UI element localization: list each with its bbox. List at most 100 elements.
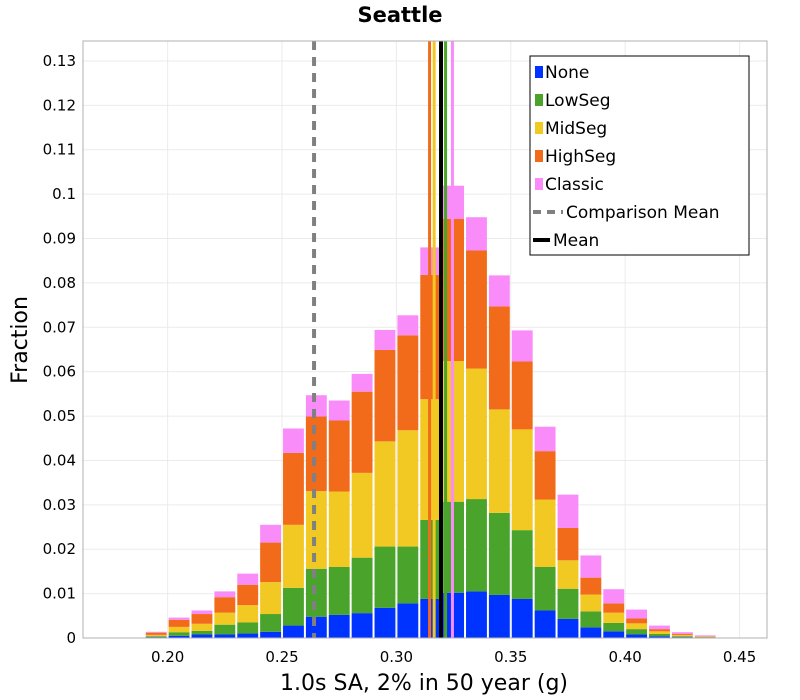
bar-segment-lowseg xyxy=(214,624,236,635)
bar-segment-none xyxy=(214,634,236,638)
bar-segment-classic xyxy=(260,524,282,543)
legend-frame xyxy=(529,55,750,256)
bar-segment-midseg xyxy=(488,409,510,513)
y-tick-label: 0.13 xyxy=(43,52,76,70)
bar-segment-highseg xyxy=(191,614,213,624)
bar-segment-none xyxy=(305,616,327,638)
bar-segment-none xyxy=(603,631,625,638)
bar-segment-lowseg xyxy=(191,630,213,635)
bar-segment-lowseg xyxy=(511,530,533,599)
y-tick-label: 0.11 xyxy=(43,141,76,159)
bar-segment-midseg xyxy=(260,582,282,615)
bar-segment-none xyxy=(328,614,350,638)
bar-segment-midseg xyxy=(580,594,602,612)
bar-segment-none xyxy=(580,627,602,638)
legend-label: None xyxy=(545,63,589,83)
bar-segment-classic xyxy=(694,635,716,637)
bar-segment-highseg xyxy=(351,391,373,473)
y-axis: 0 0.01 0.02 0.03 0.04 0.05 0.06 0.07 0.08 0.09 0.1… xyxy=(43,52,76,647)
legend: None LowSeg MidSeg HighSeg Classic Comparison… xyxy=(529,55,750,256)
bar-segment-none xyxy=(191,634,213,638)
bar-segment-none xyxy=(260,631,282,638)
bar-segment-highseg xyxy=(283,452,304,525)
x-tick-label: 0.20 xyxy=(151,648,184,666)
bar-segment-classic xyxy=(305,395,327,417)
bar-segment-classic xyxy=(671,632,693,635)
bar-segment-lowseg xyxy=(671,636,693,638)
bar-segment-highseg xyxy=(534,451,556,500)
x-tick-label: 0.45 xyxy=(723,648,756,666)
mean-lines xyxy=(312,41,454,638)
bar-segment-midseg xyxy=(328,491,350,567)
y-tick-label: 0.06 xyxy=(43,363,76,381)
legend-swatch xyxy=(535,94,543,106)
bar-segment-classic xyxy=(374,329,396,350)
bar-segment-highseg xyxy=(466,250,487,369)
bar-segment-classic xyxy=(603,589,625,604)
bar-segment-classic xyxy=(626,609,648,619)
bar-segment-midseg xyxy=(397,430,419,547)
bar-segment-midseg xyxy=(351,472,373,558)
x-tick-label: 0.35 xyxy=(494,648,527,666)
bar-segment-midseg xyxy=(511,429,533,531)
bar-segment-lowseg xyxy=(649,634,670,637)
y-tick-label: 0.12 xyxy=(43,96,76,114)
bar-segment-classic xyxy=(214,591,236,598)
bar-segment-highseg xyxy=(397,335,419,431)
y-tick-label: 0.08 xyxy=(43,274,76,292)
bar-segment-none xyxy=(626,634,648,638)
bar-segment-lowseg xyxy=(145,636,167,638)
bar-segment-midseg xyxy=(671,634,693,637)
bar-segment-none xyxy=(466,591,487,638)
y-tick-label: 0.07 xyxy=(43,318,76,336)
bar-segment-lowseg xyxy=(534,566,556,611)
y-tick-label: 0.09 xyxy=(43,230,76,248)
y-tick-label: 0.1 xyxy=(52,185,76,203)
bar-segment-midseg xyxy=(534,499,556,567)
bar-segment-lowseg xyxy=(626,629,648,635)
legend-label: Comparison Mean xyxy=(566,203,720,223)
bar-segment-highseg xyxy=(488,306,510,410)
bar-segment-highseg xyxy=(305,416,327,492)
bar-segment-lowseg xyxy=(237,622,259,634)
bar-segment-lowseg xyxy=(488,512,510,595)
y-tick-label: 0 xyxy=(66,629,76,647)
bar-segment-highseg xyxy=(237,584,259,606)
bar-segment-lowseg xyxy=(168,632,190,636)
legend-label: HighSeg xyxy=(545,147,616,167)
bar-segment-highseg xyxy=(511,361,533,430)
bar-segment-none xyxy=(283,625,304,638)
bar-segment-lowseg xyxy=(351,557,373,614)
bar-segment-classic xyxy=(145,631,167,633)
bar-segment-classic xyxy=(557,494,579,528)
bar-segment-lowseg xyxy=(466,499,487,592)
x-tick-label: 0.25 xyxy=(265,648,298,666)
x-axis: 0.20 0.25 0.30 0.35 0.40 0.45 xyxy=(151,648,756,666)
bar-segment-midseg xyxy=(649,631,670,635)
bar-segment-highseg xyxy=(374,349,396,442)
bar-segment-lowseg xyxy=(603,622,625,632)
bar-segment-highseg xyxy=(328,420,350,492)
y-tick-label: 0.04 xyxy=(43,451,76,469)
bar-segment-midseg xyxy=(237,605,259,623)
bar-segment-lowseg xyxy=(260,614,282,632)
legend-label: LowSeg xyxy=(545,91,611,111)
bar-segment-classic xyxy=(511,330,533,362)
bar-segment-highseg xyxy=(214,597,236,613)
legend-swatch xyxy=(535,150,543,162)
bar-segment-classic xyxy=(534,426,556,452)
legend-label: Mean xyxy=(553,231,599,251)
bar-segment-highseg xyxy=(580,577,602,595)
bar-segment-classic xyxy=(488,275,510,307)
bar-segment-highseg xyxy=(603,603,625,613)
bar-segment-none xyxy=(374,607,396,638)
bar-segment-classic xyxy=(168,617,190,620)
bar-segment-none xyxy=(534,610,556,638)
bar-segment-lowseg xyxy=(283,587,304,626)
y-tick-label: 0.01 xyxy=(43,585,76,603)
histogram-bars xyxy=(100,185,716,638)
bar-segment-midseg xyxy=(305,491,327,569)
bar-segment-none xyxy=(557,618,579,638)
bar-segment-classic xyxy=(237,573,259,585)
bar-segment-midseg xyxy=(214,612,236,625)
